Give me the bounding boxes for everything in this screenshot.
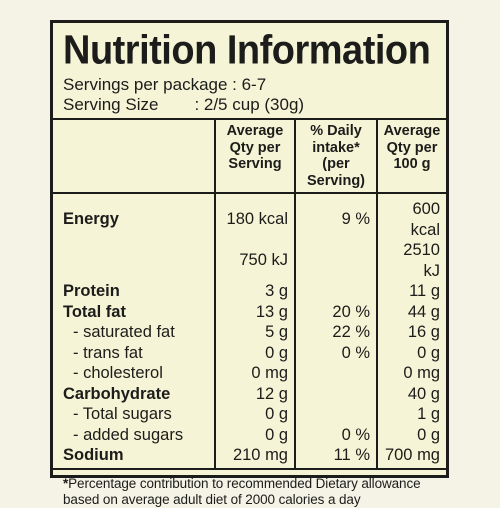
value-per-serving: 0 mg: [214, 363, 295, 384]
value-daily-intake: [294, 281, 377, 302]
value-per-100g: 40 g: [376, 383, 446, 404]
value-daily-intake: [294, 240, 377, 281]
nutrient-label: - added sugars: [73, 425, 184, 444]
nutrient-label: - saturated fat: [73, 323, 175, 341]
nutrient-label: Carbohydrate: [63, 384, 171, 403]
nutrient-label: - cholesterol: [73, 364, 163, 382]
value-daily-intake: [294, 404, 377, 425]
column-header-per-100g: Average Qty per 100 g: [376, 118, 446, 194]
value-daily-intake: 0 %: [294, 342, 377, 363]
value-per-serving: 750 kJ: [214, 240, 295, 281]
table-header-row: Average Qty per Serving % Daily intake* …: [53, 118, 446, 194]
value-per-100g: 0 mg: [376, 363, 446, 384]
nutrient-label: - trans fat: [73, 343, 143, 362]
value-per-serving: 0 g: [214, 342, 295, 363]
footnote: *Percentage contribution to recommended …: [63, 476, 438, 508]
serving-size: Serving Size : 2/5 cup (30g): [63, 95, 438, 115]
nutrient-label: [53, 240, 215, 281]
value-per-100g: 600 kcal: [376, 193, 446, 240]
value-per-100g: 1 g: [376, 404, 446, 425]
value-daily-intake: 11 %: [294, 445, 377, 470]
value-per-100g: 44 g: [376, 301, 446, 322]
value-daily-intake: 20 %: [294, 301, 377, 322]
value-per-serving: 0 g: [214, 404, 295, 425]
footnote-asterisk: *: [63, 475, 69, 491]
table-row: Carbohydrate 12 g 40 g: [53, 383, 446, 404]
value-daily-intake: 9 %: [294, 193, 377, 240]
table-row: 750 kJ 2510 kJ: [53, 240, 446, 281]
nutrient-label: Sodium: [53, 445, 215, 470]
header-empty: [53, 118, 215, 194]
column-header-daily-intake: % Daily intake* (per Serving): [294, 118, 377, 194]
value-per-100g: 11 g: [376, 281, 446, 302]
panel-title: Nutrition Information: [63, 27, 431, 74]
table-row: Energy 180 kcal 9 % 600 kcal: [53, 193, 446, 240]
value-per-serving: 210 mg: [214, 445, 295, 470]
nutrient-label: - Total sugars: [73, 405, 172, 423]
nutrition-table: Average Qty per Serving % Daily intake* …: [53, 118, 446, 470]
value-daily-intake: 22 %: [294, 322, 377, 343]
value-per-100g: 0 g: [376, 424, 446, 445]
value-per-100g: 2510 kJ: [376, 240, 446, 281]
value-per-serving: 180 kcal: [214, 193, 295, 240]
nutrient-label: Total fat: [63, 302, 126, 321]
table-row: - cholesterol 0 mg 0 mg: [53, 363, 446, 384]
value-per-serving: 13 g: [214, 301, 295, 322]
value-per-serving: 0 g: [214, 424, 295, 445]
table-row: Total fat 13 g 20 % 44 g: [53, 301, 446, 322]
serving-size-value: : 2/5 cup (30g): [194, 95, 305, 114]
nutrient-label: Protein: [63, 282, 120, 300]
table-row: - saturated fat 5 g 22 % 16 g: [53, 322, 446, 343]
nutrition-panel: Nutrition Information Servings per packa…: [50, 20, 449, 507]
value-daily-intake: 0 %: [294, 424, 377, 445]
value-per-100g: 16 g: [376, 322, 446, 343]
value-daily-intake: [294, 363, 377, 384]
servings-per-package: Servings per package : 6-7: [63, 75, 267, 94]
value-per-serving: 3 g: [214, 281, 295, 302]
value-per-100g: 700 mg: [376, 445, 446, 470]
table-row: Sodium 210 mg 11 % 700 mg: [53, 445, 446, 470]
table-row: - Total sugars 0 g 1 g: [53, 404, 446, 425]
value-daily-intake: [294, 383, 377, 404]
table-row: Protein 3 g 11 g: [53, 281, 446, 302]
footnote-text: Percentage contribution to recommended D…: [63, 475, 421, 507]
value-per-serving: 5 g: [214, 322, 295, 343]
value-per-100g: 0 g: [376, 342, 446, 363]
serving-size-label: Serving Size: [63, 95, 159, 114]
value-per-serving: 12 g: [214, 383, 295, 404]
column-header-serving: Average Qty per Serving: [214, 118, 295, 194]
nutrient-label: Energy: [63, 210, 119, 229]
